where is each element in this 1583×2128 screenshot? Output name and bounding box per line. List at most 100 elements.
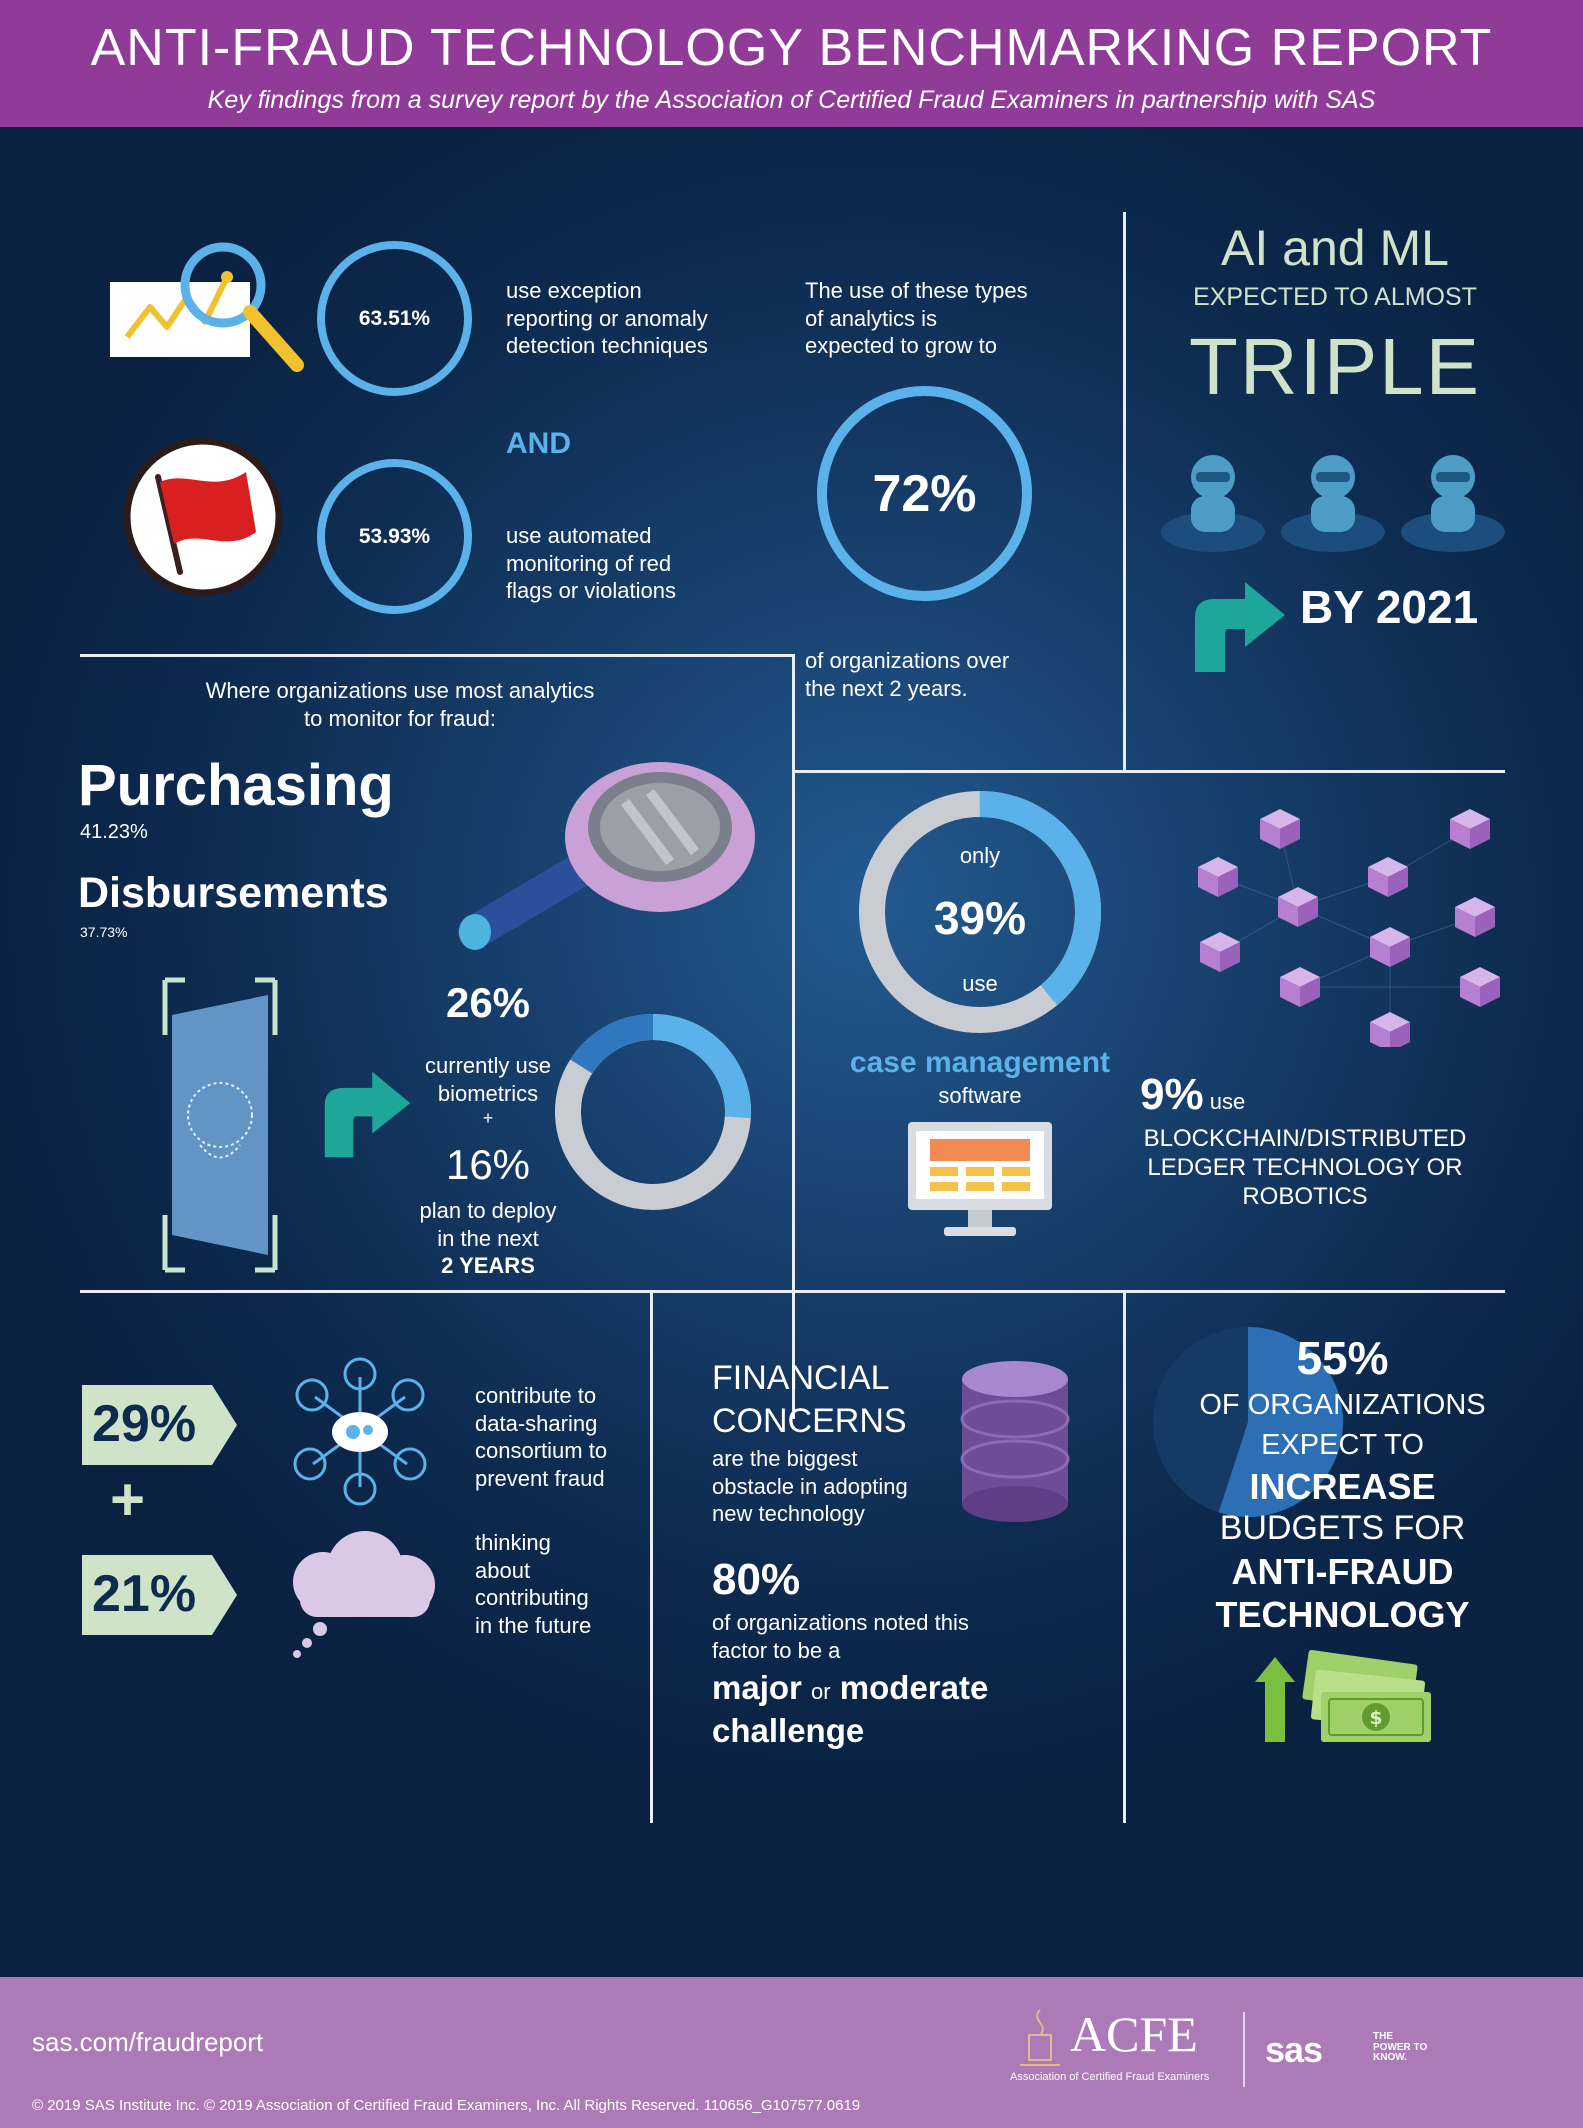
divider-horizontal-left-mid xyxy=(80,654,795,657)
data-sharing-plus: + xyxy=(110,1466,146,1533)
financial-noted: of organizations noted this factor to be… xyxy=(712,1609,969,1664)
data-sharing-text-1: contribute to data-sharing consortium to… xyxy=(475,1382,607,1492)
monitoring-intro: Where organizations use most analytics t… xyxy=(150,677,650,732)
growth-outro-line-2: the next 2 years. xyxy=(805,675,968,701)
case-value: 39% xyxy=(933,892,1027,944)
exception-line-3: detection techniques xyxy=(506,333,708,358)
blockchain-value-row: 9% use xyxy=(1140,1067,1245,1122)
blockchain-line-1: BLOCKCHAIN/DISTRIBUTED xyxy=(1143,1125,1467,1152)
financial-desc-line-2: obstacle in adopting xyxy=(712,1473,908,1499)
red-flags-ring: 53.93% xyxy=(317,459,472,614)
triple-label: TRIPLE xyxy=(1188,322,1482,411)
data-sharing-value-2: 21% xyxy=(92,1565,197,1623)
red-flags-line-3: flags or violations xyxy=(506,578,676,603)
case-only-label: only xyxy=(959,843,1001,868)
financial-noted-line-1: of organizations noted this xyxy=(712,1610,969,1635)
infographic-body: 63.51% use exception reporting or anomal… xyxy=(0,127,1583,1977)
biometrics-plan-text: plan to deploy in the next 2 YEARS xyxy=(380,1197,596,1280)
budget-line-5: TECHNOLOGY xyxy=(1215,1594,1470,1635)
biometrics-plan-value: 16% xyxy=(445,1141,531,1188)
thinking-line-3: contributing xyxy=(475,1585,589,1610)
svg-text:$: $ xyxy=(1369,1707,1382,1729)
financial-title-line-2: CONCERNS xyxy=(712,1401,907,1440)
disbursements-label: Disbursements xyxy=(78,869,389,917)
cube-icon-9 xyxy=(1280,967,1320,1007)
challenge-label: challenge xyxy=(712,1711,865,1749)
disbursements-value: 37.73% xyxy=(80,924,128,940)
sas-logo: sas xyxy=(1265,2029,1323,2070)
data-sharing-line-1: contribute to xyxy=(475,1383,597,1408)
thinking-line-4: in the future xyxy=(475,1612,592,1638)
data-sharing-text-2: thinking about contributing in the futur… xyxy=(475,1529,591,1639)
budget-line-2: EXPECT TO xyxy=(1261,1429,1424,1461)
robot-icons xyxy=(1161,455,1505,552)
case-software-label: software xyxy=(938,1083,1022,1108)
exception-reporting-text: use exception reporting or anomaly detec… xyxy=(506,277,708,360)
divider-vertical-bottom-left xyxy=(650,1293,653,1823)
sas-tagline: THE POWER TO KNOW. xyxy=(1373,2031,1428,2063)
money-increase-icon: $ xyxy=(1255,1649,1431,1742)
divider-horizontal-bottom xyxy=(80,1290,1505,1293)
case-management-label: case management xyxy=(849,1046,1111,1079)
financial-concerns-title: FINANCIAL CONCERNS xyxy=(712,1357,907,1442)
purchasing-value: 41.23% xyxy=(80,821,148,843)
budget-value: 55% xyxy=(1296,1332,1389,1384)
cube-icon-5 xyxy=(1278,887,1318,927)
data-sharing-line-4: prevent fraud xyxy=(475,1465,605,1491)
monitoring-intro-line-2: to monitor for fraud: xyxy=(304,705,496,731)
exception-reporting-value: 63.51% xyxy=(358,306,431,330)
purchasing-label: Purchasing xyxy=(78,753,394,818)
ai-ml-title: AI and ML xyxy=(1221,220,1449,276)
blockchain-use: use xyxy=(1209,1089,1246,1114)
growth-intro-line-1: The use of these types xyxy=(805,278,1028,303)
financial-desc-line-3: new technology xyxy=(712,1501,865,1526)
donut-segment-current xyxy=(652,1014,751,1119)
arrow-up-right-icon xyxy=(1195,582,1285,672)
exception-line-2: reporting or anomaly xyxy=(506,305,708,331)
red-flags-text: use automated monitoring of red flags or… xyxy=(506,522,676,605)
growth-value: 72% xyxy=(872,464,977,523)
financial-desc: are the biggest obstacle in adopting new… xyxy=(712,1445,908,1528)
case-management-donut-chart xyxy=(858,791,1101,1033)
footer: sas.com/fraudreport ACFE Association of … xyxy=(0,1977,1583,2128)
moderate-label: moderate xyxy=(839,1669,989,1706)
percent-tag-21 xyxy=(82,1555,237,1635)
monitor-icon xyxy=(908,1122,1052,1236)
cube-icon-10 xyxy=(1460,967,1500,1007)
divider-horizontal-right-mid xyxy=(795,770,1505,773)
budget-line-3: BUDGETS FOR xyxy=(1219,1509,1466,1547)
blockchain-value: 9% xyxy=(1140,1070,1204,1119)
budget-pie-chart xyxy=(1153,1327,1343,1517)
cube-icon-1 xyxy=(1260,809,1300,849)
footer-separator xyxy=(1243,2012,1245,2087)
biometrics-current-line-1: currently use xyxy=(425,1053,551,1078)
footer-url-link[interactable]: sas.com/fraudreport xyxy=(32,2027,264,2057)
blockchain-cubes-icon xyxy=(1198,809,1500,1047)
donut-segment-case xyxy=(979,791,1101,1006)
or-label: or xyxy=(811,1679,831,1704)
red-flags-line-2: monitoring of red xyxy=(506,550,672,576)
biometrics-current-line-2: biometrics xyxy=(437,1080,539,1106)
blockchain-line-2: LEDGER TECHNOLOGY OR xyxy=(1147,1153,1463,1181)
cube-icon-7 xyxy=(1200,932,1240,972)
anomaly-chart-icon xyxy=(110,242,304,372)
data-sharing-value-1: 29% xyxy=(92,1395,197,1453)
monitoring-intro-line-1: Where organizations use most analytics xyxy=(205,678,595,703)
cube-icon-8 xyxy=(1370,927,1410,967)
growth-outro-line-1: of organizations over xyxy=(805,648,1010,673)
biometrics-plan-line-1: plan to deploy xyxy=(419,1198,557,1223)
robot-icon-1 xyxy=(1161,455,1265,552)
growth-intro-text: The use of these types of analytics is e… xyxy=(805,277,1028,360)
exception-reporting-ring: 63.51% xyxy=(317,241,472,396)
cube-icon-11 xyxy=(1370,1012,1410,1047)
thought-cloud-icon xyxy=(293,1531,435,1658)
budget-increase: INCREASE xyxy=(1249,1466,1436,1507)
acfe-name: ACFE xyxy=(1070,2006,1198,2062)
financial-title-line-1: FINANCIAL xyxy=(712,1359,890,1397)
divider-vertical-right-top xyxy=(1123,212,1126,772)
budget-line-1: OF ORGANIZATIONS xyxy=(1199,1389,1486,1421)
percent-tag-29 xyxy=(82,1385,237,1465)
page-title: ANTI-FRAUD TECHNOLOGY BENCHMARKING REPOR… xyxy=(90,19,1493,77)
financial-noted-line-2: factor to be a xyxy=(712,1637,841,1663)
case-use-label: use xyxy=(962,971,998,996)
